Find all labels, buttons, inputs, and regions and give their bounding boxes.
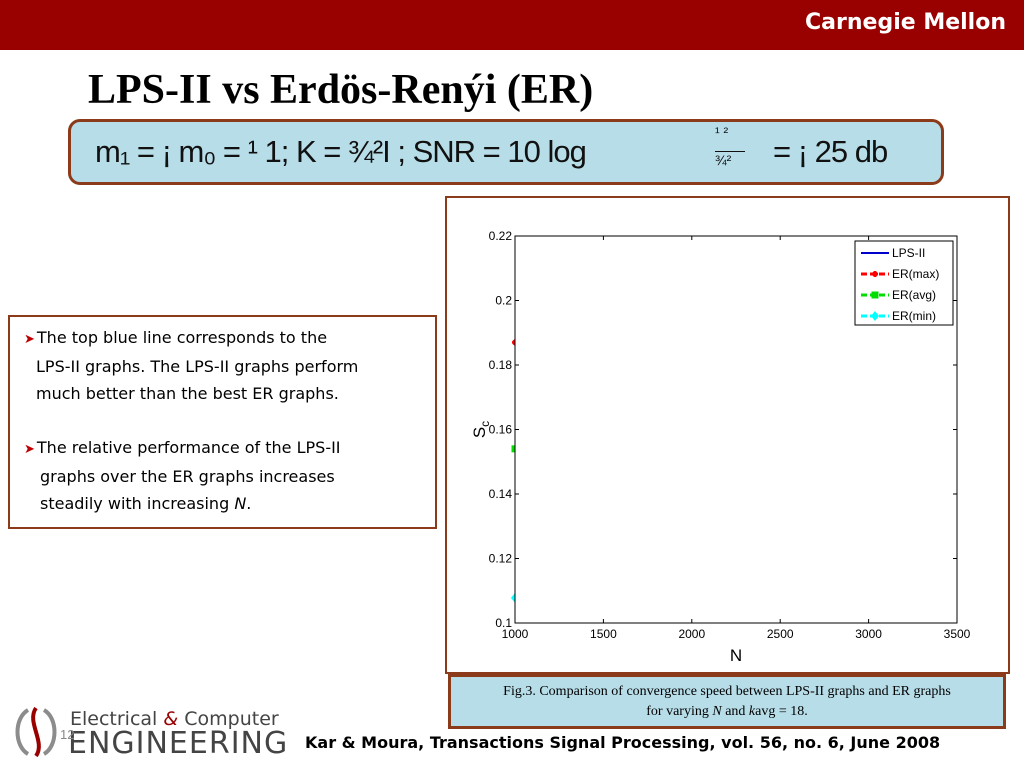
- formula-box: m₁ = ¡ m₀ = ¹ 1; K = ¾²I ; SNR = 10 log …: [68, 119, 944, 185]
- bullet-2-italic-n: N: [234, 494, 247, 513]
- logo-text-line-1: Electrical & Computer: [70, 708, 279, 730]
- data-point: [871, 311, 879, 321]
- arrow-bullet-icon: ➤: [24, 332, 35, 347]
- ece-logo: Electrical & Computer ENGINEERING: [6, 700, 289, 764]
- x-axis-label: N: [730, 646, 742, 665]
- arrow-bullet-icon: ➤: [24, 442, 35, 457]
- y-tick-label: 0.16: [489, 423, 513, 437]
- x-tick-label: 1500: [590, 627, 617, 641]
- x-tick-label: 1000: [502, 627, 529, 641]
- bullet-2-line-1: The relative performance of the LPS-II: [36, 438, 341, 457]
- legend-item: ER(avg): [861, 288, 936, 302]
- y-tick-label: 0.14: [489, 487, 513, 501]
- data-point: [871, 291, 879, 299]
- fraction-denominator: ¾²: [715, 152, 732, 168]
- logo-computer: Computer: [178, 708, 279, 730]
- caption-k: k: [748, 704, 756, 719]
- bullet-2: ➤ The relative performance of the LPS-II …: [24, 434, 341, 517]
- slide-number: 12: [60, 727, 75, 742]
- bullet-textbox: ➤ The top blue line corresponds to the LP…: [8, 315, 437, 529]
- citation: Kar & Moura, Transactions Signal Process…: [305, 733, 941, 752]
- y-axis-label: Sc: [470, 421, 492, 438]
- bullet-1-line-2: LPS-II graphs. The LPS-II graphs perform: [36, 357, 359, 376]
- convergence-chart: 1000 1500 2000 2500 3000 3500 0.1 0.12 0.14 0.16 0…: [470, 229, 971, 665]
- legend-box: [854, 240, 954, 326]
- y-tick-label: 0.18: [489, 358, 513, 372]
- brand-name: Carnegie Mellon: [805, 10, 1006, 35]
- bullet-2-period: .: [246, 494, 252, 513]
- caption-line-2c: avg = 18.: [755, 704, 808, 719]
- legend-item: ER(max): [861, 267, 939, 281]
- legend-label: ER(avg): [892, 288, 936, 302]
- x-tick-label: 2500: [767, 627, 794, 641]
- formula-main: m₁ = ¡ m₀ = ¹ 1; K = ¾²I ; SNR = 10 log: [95, 134, 587, 169]
- formula-fraction: ¹ ² ¾²: [711, 124, 753, 178]
- y-tick-label: 0.2: [495, 294, 512, 308]
- ece-logo-mark-icon: [15, 706, 57, 758]
- caption-line-2b: and: [721, 704, 749, 719]
- caption-line-2a: for varying: [646, 704, 713, 719]
- x-tick-label: 2000: [678, 627, 705, 641]
- legend-item: ER(min): [861, 309, 936, 323]
- chart-frame: 1000 1500 2000 2500 3000 3500 0.1 0.12 0.14 0.16 0…: [445, 196, 1010, 674]
- formula-tail: = ¡ 25 db: [773, 134, 888, 169]
- logo-text-line-2: ENGINEERING: [68, 726, 289, 761]
- legend-item: LPS-II: [861, 246, 925, 260]
- fraction-bar: [715, 151, 745, 152]
- legend-label: ER(min): [892, 309, 936, 323]
- caption-n: N: [712, 704, 722, 719]
- logo-electrical: Electrical: [70, 708, 164, 730]
- bullet-2-line-3: steadily with increasing: [40, 494, 235, 513]
- y-tick-label: 0.12: [489, 552, 513, 566]
- bullet-1-line-3: much better than the best ER graphs.: [36, 384, 339, 403]
- data-point: [872, 271, 878, 277]
- slide-title: LPS-II vs Erdös-Renýi (ER): [88, 67, 594, 113]
- bullet-2-line-2: graphs over the ER graphs increases: [40, 467, 335, 486]
- header-bar: Carnegie Mellon: [0, 0, 1024, 50]
- y-tick-label: 0.1: [495, 616, 512, 630]
- legend-label: LPS-II: [892, 246, 925, 260]
- y-tick-label: 0.22: [489, 229, 513, 243]
- fraction-numerator: ¹ ²: [715, 124, 729, 140]
- x-tick-label: 3500: [944, 627, 971, 641]
- logo-ampersand: &: [163, 708, 179, 730]
- bullet-1-line-1: The top blue line corresponds to the: [36, 328, 328, 347]
- legend-label: ER(max): [892, 267, 939, 281]
- bullet-1: ➤ The top blue line corresponds to the LP…: [24, 324, 358, 407]
- figure-caption: Fig.3. Comparison of convergence speed b…: [448, 674, 1006, 729]
- caption-line-1: Fig.3. Comparison of convergence speed b…: [503, 684, 951, 699]
- x-tick-label: 3000: [855, 627, 882, 641]
